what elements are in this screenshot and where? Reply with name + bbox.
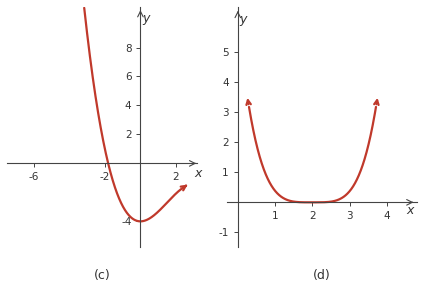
Text: (d): (d) — [313, 269, 331, 282]
Text: (c): (c) — [94, 269, 111, 282]
Text: y: y — [240, 13, 247, 26]
Text: x: x — [194, 167, 201, 180]
Text: y: y — [142, 12, 150, 25]
Text: x: x — [406, 204, 414, 217]
